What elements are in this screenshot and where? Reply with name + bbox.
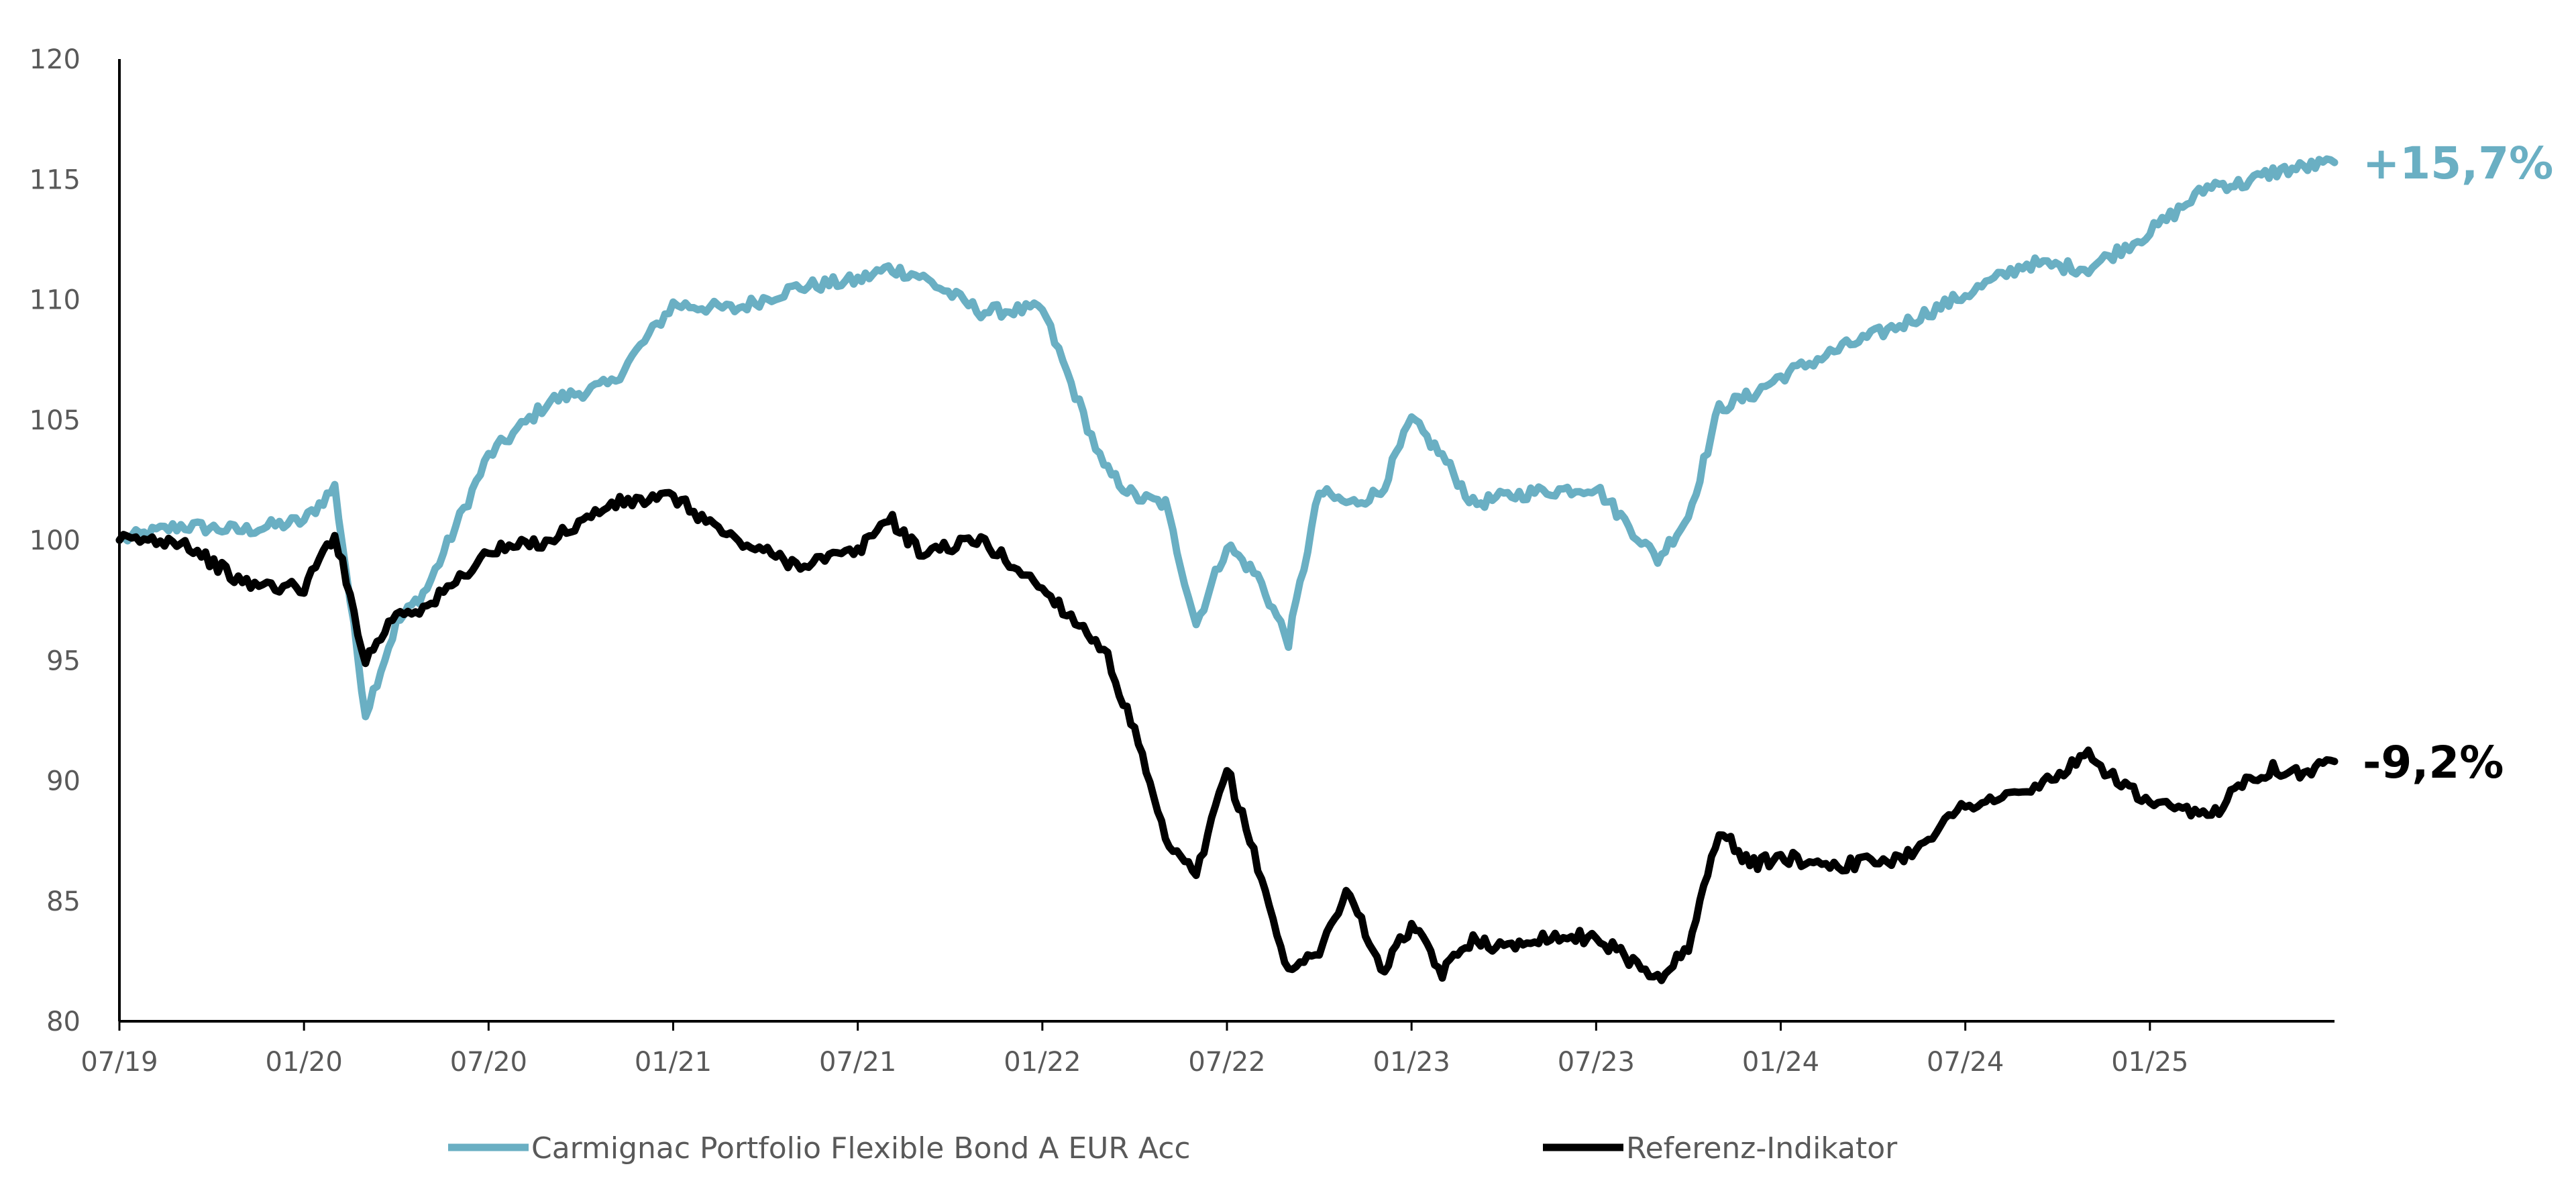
x-tick-label: 01/25	[2111, 1047, 2188, 1078]
y-tick-label: 80	[46, 1007, 80, 1037]
y-tick-label: 110	[30, 285, 80, 316]
x-axis-ticks: 07/19 01/20 07/20 01/21 07/21 01/22 07/22 01/23…	[80, 1021, 2188, 1078]
y-tick-label: 95	[46, 646, 80, 676]
x-tick-label: 07/23	[1558, 1047, 1635, 1078]
y-axis-ticks: 80 85 90 95 100 105 110 115 120	[30, 44, 80, 1037]
y-tick-label: 120	[30, 44, 80, 75]
y-tick-label: 105	[30, 405, 80, 436]
series-line-1	[115, 155, 2339, 721]
x-tick-label: 07/24	[1927, 1047, 2004, 1078]
legend-label-2: Referenz-Indikator	[1626, 1131, 1898, 1166]
series-end-label-2: -9,2%	[2363, 737, 2504, 788]
legend-label-1: Carmignac Portfolio Flexible Bond A EUR …	[531, 1131, 1191, 1166]
x-tick-label: 01/22	[1004, 1047, 1081, 1078]
x-tick-label: 01/24	[1742, 1047, 1819, 1078]
end-labels: +15,7% -9,2%	[2363, 138, 2553, 788]
x-tick-label: 01/20	[266, 1047, 343, 1078]
y-tick-label: 100	[30, 525, 80, 556]
x-tick-label: 07/21	[819, 1047, 896, 1078]
series-line-2	[115, 488, 2339, 984]
series-lines	[115, 155, 2339, 984]
x-tick-label: 01/23	[1373, 1047, 1450, 1078]
y-tick-label: 85	[46, 886, 80, 917]
y-tick-label: 90	[46, 766, 80, 797]
y-tick-label: 115	[30, 164, 80, 195]
x-tick-label: 07/22	[1188, 1047, 1265, 1078]
legend: Carmignac Portfolio Flexible Bond A EUR …	[448, 1131, 1898, 1166]
x-tick-label: 07/20	[450, 1047, 527, 1078]
series-end-label-1: +15,7%	[2363, 138, 2553, 189]
x-tick-label: 01/21	[635, 1047, 712, 1078]
x-tick-label: 07/19	[80, 1047, 158, 1078]
